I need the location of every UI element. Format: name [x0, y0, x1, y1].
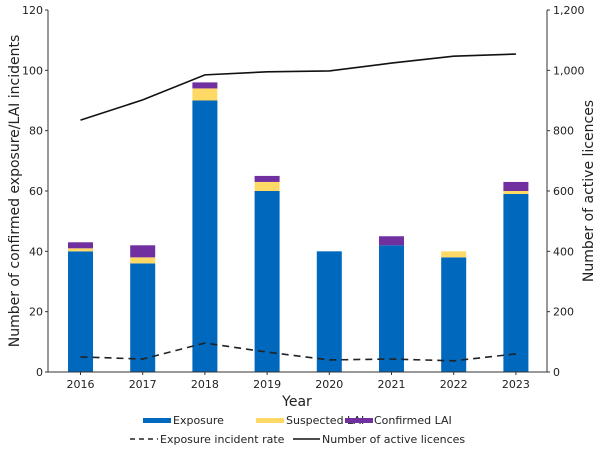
bar-exposure-2018 [192, 100, 218, 372]
bar-suspected-lai-2018 [192, 88, 218, 101]
legend-label-active-licences: Number of active licences [322, 433, 465, 446]
bar-confirmed-lai-2019 [254, 175, 280, 182]
bar-exposure-2019 [254, 191, 280, 372]
y2-tick-label: 200 [553, 306, 574, 319]
y2-tick-label: 1,000 [553, 64, 585, 77]
bar-confirmed-lai-2023 [503, 181, 529, 191]
legend-swatch-confirmed [345, 418, 373, 423]
y2-tick-label: 0 [553, 366, 560, 379]
x-tick-label: 2021 [378, 378, 406, 391]
legend: Exposure Suspected LAI Confirmed LAI Exp… [130, 414, 465, 446]
bar-suspected-lai-2023 [503, 191, 529, 195]
bar-exposure-2021 [379, 245, 404, 372]
legend-label-incident-rate: Exposure incident rate [160, 433, 285, 446]
y-axis-title: Number of confirmed exposure/LAI inciden… [7, 35, 23, 348]
x-axis-title: Year [281, 394, 312, 410]
x-tick-label: 2018 [191, 378, 219, 391]
y2-tick-label: 1,200 [553, 4, 585, 17]
legend-label-suspected: Suspected LAI [286, 414, 364, 427]
legend-swatch-suspected [256, 418, 284, 423]
legend-label-confirmed: Confirmed LAI [374, 414, 452, 427]
line-exposure-incident-rate [80, 342, 516, 362]
bars [68, 82, 529, 372]
bar-suspected-lai-2022 [441, 251, 467, 258]
line-number-of-active-licences [80, 53, 516, 121]
bar-confirmed-lai-2016 [68, 242, 93, 249]
y-tick-label: 120 [22, 4, 43, 17]
bar-suspected-lai-2017 [130, 257, 156, 264]
y-tick-label: 40 [29, 245, 43, 258]
x-tick-label: 2023 [502, 378, 530, 391]
y-tick-label: 100 [22, 64, 43, 77]
y-tick-label: 80 [29, 125, 43, 138]
y2-tick-label: 600 [553, 185, 574, 198]
x-tick-label: 2017 [129, 378, 157, 391]
bar-exposure-2016 [68, 251, 93, 372]
x-tick-label: 2019 [253, 378, 281, 391]
y2-tick-label: 400 [553, 245, 574, 258]
bar-suspected-lai-2016 [68, 248, 93, 252]
ticks: 2016 2017 2018 2019 2020 2021 2022 2023 0 20 40 60 8… [22, 4, 585, 391]
lines [80, 53, 516, 362]
y-tick-label: 20 [29, 306, 43, 319]
y-tick-label: 60 [29, 185, 43, 198]
x-tick-label: 2020 [315, 378, 343, 391]
bar-exposure-2020 [316, 251, 342, 372]
bar-confirmed-lai-2018 [192, 82, 218, 89]
x-tick-label: 2022 [440, 378, 468, 391]
x-tick-label: 2016 [67, 378, 95, 391]
legend-swatch-exposure [143, 418, 171, 423]
bar-confirmed-lai-2017 [130, 245, 156, 258]
bar-exposure-2023 [503, 194, 529, 372]
y-tick-label: 0 [36, 366, 43, 379]
bar-confirmed-lai-2021 [379, 236, 404, 246]
bar-exposure-2022 [441, 257, 467, 372]
y2-tick-label: 800 [553, 125, 574, 138]
legend-label-exposure: Exposure [173, 414, 224, 427]
y2-axis-title: Number of active licences [581, 100, 597, 282]
bar-exposure-2017 [130, 263, 156, 372]
bar-suspected-lai-2019 [254, 181, 280, 191]
